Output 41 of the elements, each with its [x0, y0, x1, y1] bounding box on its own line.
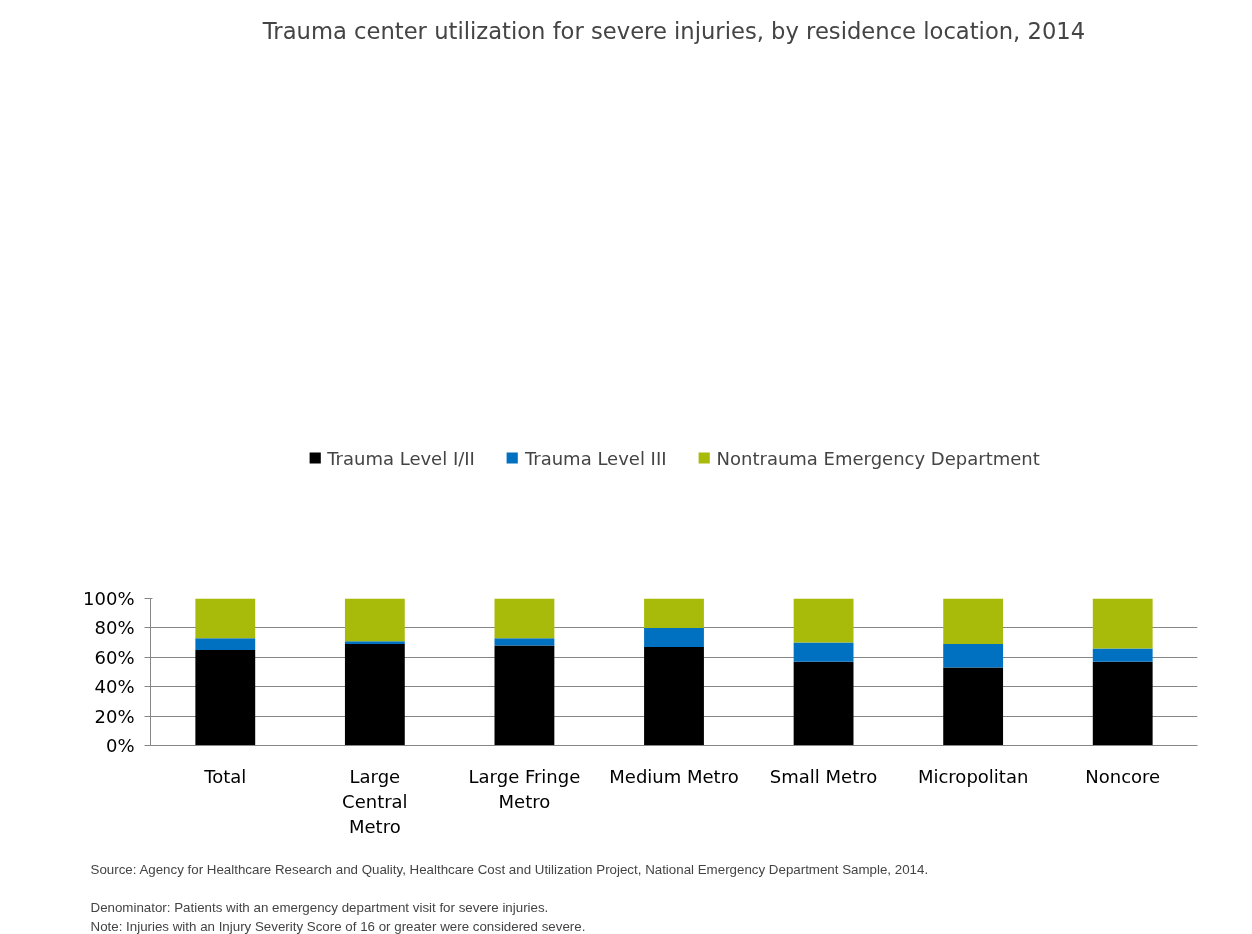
source-note: Source: Agency for Healthcare Research and Quality, Healthcare Cost and Utilization Project, National Emergency Department Sample, 2014.: [90, 861, 929, 877]
bar: [494, 638, 555, 646]
bar: [943, 598, 1004, 645]
bar: [195, 638, 256, 650]
y-tick-label: 100%: [83, 588, 135, 609]
x-tick-label: Large Central Metro: [342, 765, 408, 837]
bar: [1092, 648, 1153, 662]
y-tick-label: 0%: [105, 735, 135, 756]
bar: [344, 644, 405, 746]
x-tick-label: Large Fringe Metro: [468, 765, 581, 812]
text: Denominator: Patients with an emergency department visit for severe injuries.: [90, 899, 549, 915]
bar: [793, 642, 854, 662]
x-tick-label: Small Metro: [769, 765, 878, 787]
bar: [793, 598, 854, 643]
bar: [644, 647, 704, 746]
bar: [494, 598, 555, 639]
bar: [644, 627, 704, 648]
chart-title: Trauma center utilization for severe injuries, by residence location, 2014: [261, 17, 1086, 44]
bar: [494, 645, 555, 746]
bar: [195, 598, 256, 639]
bar: [1092, 598, 1153, 649]
bar: [793, 661, 854, 746]
bar: [644, 598, 704, 628]
legend-label: Trauma Level I/II: [327, 447, 475, 469]
bar: [1092, 661, 1153, 746]
x-tick-label: Medium Metro: [609, 765, 739, 787]
bar: [943, 644, 1004, 668]
legend-label: Trauma Level III: [524, 447, 667, 469]
y-tick-label: 80%: [94, 617, 135, 639]
y-tick-label: 20%: [94, 705, 135, 727]
y-tick-label: 60%: [94, 646, 135, 668]
x-tick-label: Micropolitan: [917, 765, 1029, 787]
bar: [344, 598, 405, 642]
bar: [195, 649, 256, 746]
x-tick-label: Total: [203, 765, 247, 787]
legend-label: Nontrauma Emergency Department: [716, 447, 1040, 469]
y-tick-label: 40%: [94, 676, 135, 698]
bar: [344, 641, 405, 645]
x-tick-label: Noncore: [1085, 765, 1161, 787]
text: Note: Injuries with an Injury Severity Score of 16 or greater were considered severe.: [90, 918, 586, 934]
bar: [943, 667, 1004, 746]
